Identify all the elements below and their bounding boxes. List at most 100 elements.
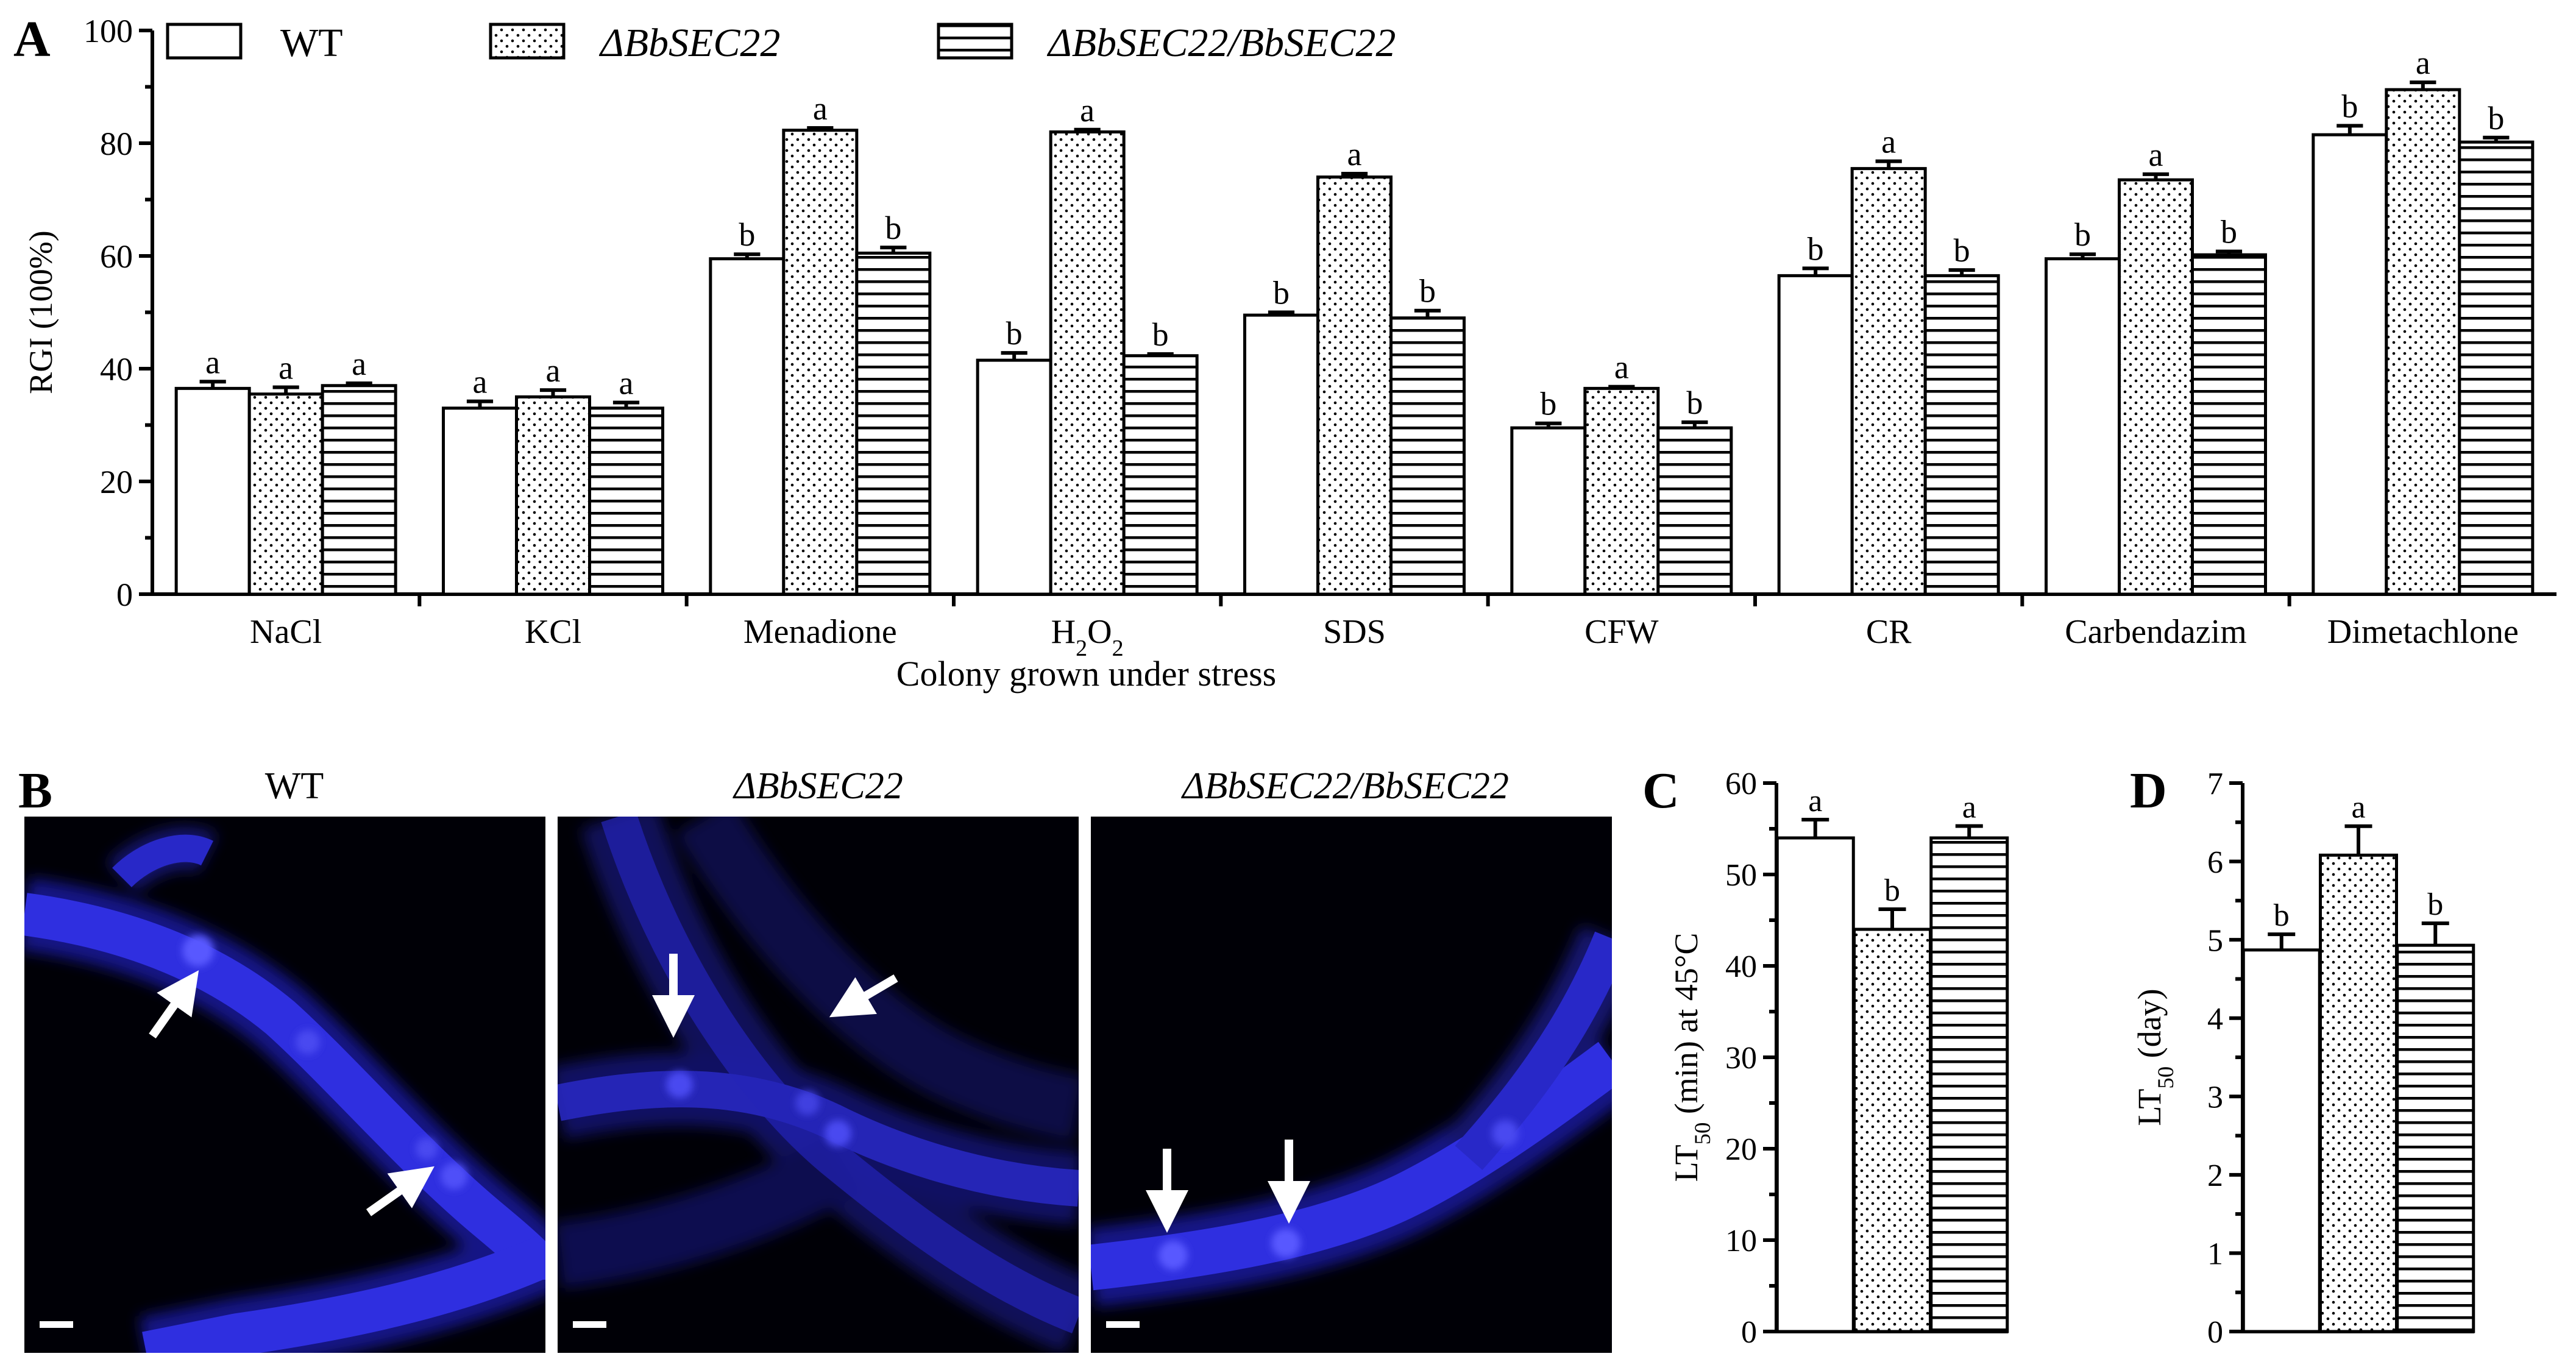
bar [2458, 140, 2535, 596]
micrograph-panel: WT ΔBbSEC22 ΔBbSEC22/BbSEC22 [24, 765, 1612, 1353]
y-tick-label: 80 [100, 126, 133, 162]
y-tick-label: 2 [2207, 1158, 2223, 1193]
y-tick-label: 40 [1725, 949, 1757, 984]
bar [976, 358, 1052, 596]
significance-label: b [2221, 214, 2237, 250]
significance-label: a [813, 90, 828, 127]
significance-label: a [1347, 136, 1362, 172]
y-tick-label: 60 [100, 238, 133, 275]
significance-label: b [1686, 385, 1703, 421]
significance-label: b [1419, 273, 1436, 310]
significance-label: b [1273, 275, 1290, 311]
x-tick-label: Dimetachlone [2327, 613, 2519, 651]
bar [247, 392, 324, 596]
significance-label: a [2416, 44, 2430, 81]
significance-label: b [2074, 216, 2091, 253]
arrow-indicator [829, 974, 898, 1018]
bar [588, 406, 664, 596]
bar [1775, 836, 1855, 1333]
x-tick-label: CR [1866, 613, 1912, 651]
legend-label-wt: WT [280, 21, 343, 65]
bar [1243, 313, 1319, 596]
y-tick-label: 5 [2207, 923, 2223, 958]
bar [442, 406, 518, 596]
legend: WT ΔBbSEC22 ΔBbSEC22/BbSEC22 [166, 21, 1396, 65]
micrograph-title-wt: WT [265, 765, 324, 807]
x-tick-label: KCl [525, 613, 581, 651]
significance-label: b [1808, 230, 1824, 267]
legend-label-mutant: ΔBbSEC22 [598, 21, 780, 65]
y-tick-label: 0 [1741, 1315, 1757, 1350]
legend-swatch-complement [937, 23, 1013, 60]
y-tick-label: 10 [1725, 1224, 1757, 1258]
legend-swatch-wt [166, 23, 243, 60]
chart-a: 0 20 40 60 80 100 RGI (100%) a a a NaCl a a a KCl b a b Me… [23, 13, 2556, 693]
micrograph-title-complement: ΔBbSEC22/BbSEC22 [1180, 765, 1509, 807]
bar [2118, 178, 2194, 596]
y-tick-label: 50 [1725, 858, 1757, 893]
arrow-indicator [149, 970, 199, 1039]
bar [709, 257, 786, 596]
significance-label: a [2351, 790, 2365, 825]
significance-label: a [352, 346, 366, 382]
y-axis-label: LT50 (day) [2131, 988, 2178, 1126]
significance-label: a [1614, 349, 1629, 386]
micrograph-mutant [558, 817, 1079, 1353]
significance-label: b [2341, 88, 2358, 124]
legend-label-complement: ΔBbSEC22/BbSEC22 [1046, 21, 1396, 65]
bar [1122, 354, 1199, 596]
bar [1389, 316, 1466, 596]
bar [1929, 836, 2009, 1333]
x-axis-label: Colony grown under stress [896, 654, 1276, 693]
y-tick-label: 0 [2207, 1315, 2223, 1350]
x-tick-label: CFW [1584, 613, 1658, 651]
bar [1850, 167, 1927, 596]
significance-label: a [2149, 137, 2163, 173]
significance-label: b [1006, 315, 1023, 352]
significance-label: a [619, 365, 634, 402]
bar [782, 129, 859, 596]
y-tick-label: 30 [1725, 1041, 1757, 1076]
chart-c: 0 10 20 30 40 50 60 LT50 (min) at 45°C a b a [1668, 767, 2009, 1350]
y-tick-label: 40 [100, 351, 133, 388]
bar [2319, 853, 2398, 1333]
arrow-indicator [366, 1166, 435, 1216]
significance-label: a [546, 352, 561, 389]
significance-label: a [279, 350, 293, 386]
significance-label: a [205, 344, 220, 380]
x-tick-label: Carbendazim [2065, 613, 2247, 651]
significance-label: a [1962, 790, 1976, 825]
y-tick-label: 4 [2207, 1002, 2223, 1037]
significance-label: b [1540, 386, 1556, 422]
significance-label: b [2488, 100, 2504, 137]
micrograph-wt [24, 817, 545, 1353]
bar [1049, 130, 1126, 596]
y-tick-label: 7 [2207, 767, 2223, 801]
bar [1923, 274, 2000, 596]
y-tick-label: 60 [1725, 767, 1757, 801]
bar [1777, 274, 1854, 596]
bar [1656, 426, 1733, 596]
bar [2396, 943, 2475, 1333]
significance-label: b [885, 210, 901, 246]
bar [1510, 426, 1587, 596]
legend-swatch-mutant [489, 23, 566, 60]
y-tick-label: 3 [2207, 1080, 2223, 1115]
significance-label: a [1881, 124, 1896, 160]
chart-d: 0 1 2 3 4 5 6 7 LT50 (day) b a b [2131, 767, 2475, 1350]
bar [1583, 386, 1660, 596]
bar [2241, 948, 2321, 1333]
x-tick-label: SDS [1323, 613, 1386, 651]
significance-label: b [739, 216, 755, 253]
y-axis-label: RGI (100%) [23, 230, 59, 394]
bar [2045, 257, 2121, 596]
x-tick-label: NaCl [250, 613, 322, 651]
scale-bar [1106, 1321, 1140, 1328]
x-tick-label: Menadione [743, 613, 897, 651]
panel-letter-d: D [2130, 762, 2167, 819]
significance-label: b [1954, 232, 1970, 269]
panel-letter-b: B [18, 762, 52, 819]
y-tick-label: 20 [100, 464, 133, 500]
bar [515, 395, 591, 596]
bar [1316, 176, 1393, 596]
